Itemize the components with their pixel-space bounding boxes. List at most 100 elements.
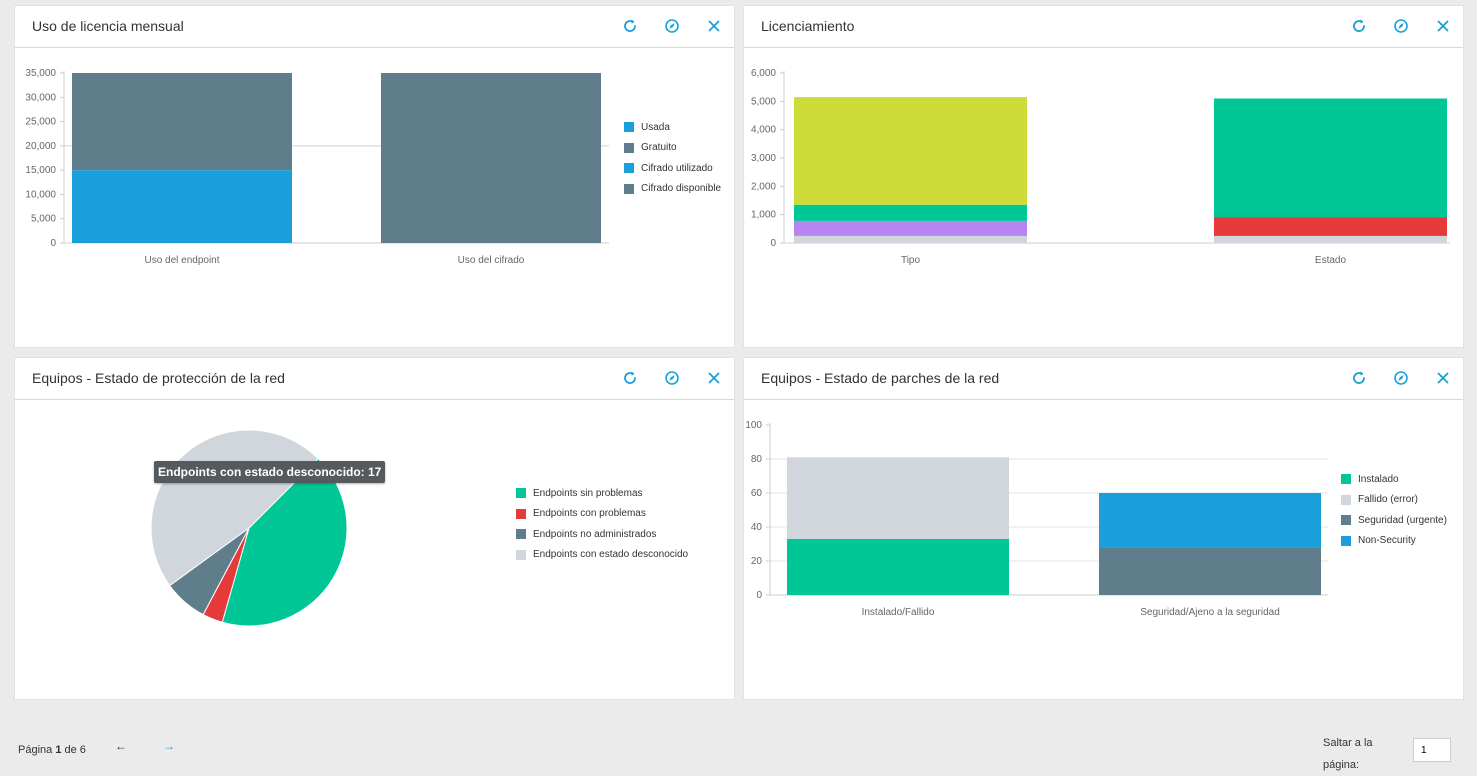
close-icon-glyph [708,20,720,32]
close-icon[interactable] [704,16,724,36]
bar-segment[interactable] [794,220,1027,236]
panel-title: Equipos - Estado de parches de la red [761,370,1000,386]
legend-item[interactable]: Endpoints no administrados [516,524,688,545]
legend-swatch [624,122,634,133]
panel-network-patches: Equipos - Estado de parches de la red 10… [743,357,1464,700]
refresh-icon[interactable] [1349,16,1369,36]
legend-item[interactable]: Endpoints con problemas [516,504,688,525]
chart-monthly-license: 35,000 30,000 25,000 20,000 15,000 10,000 5,00… [25,68,609,266]
x-tick-label: Uso del cifrado [458,255,525,266]
panel-monthly-license-usage: Uso de licencia mensual 35,000 30,000 25,0… [14,5,735,348]
close-icon[interactable] [1433,16,1453,36]
bar-segment[interactable] [1099,493,1321,548]
bar-segment[interactable] [1099,547,1321,595]
legend-item[interactable]: Instalado [1341,469,1447,490]
legend-item[interactable]: Endpoints sin problemas [516,483,688,504]
y-tick-label: 10,000 [25,189,56,200]
y-tick-label: 40 [751,522,763,533]
y-tick-label: 20,000 [25,141,56,152]
refresh-icon-glyph [624,371,636,384]
compass-icon[interactable] [1391,368,1411,388]
next-page-button[interactable]: → [163,739,175,753]
compass-icon-glyph [665,371,679,385]
legend-label: Endpoints no administrados [533,528,657,540]
legend-label: Fallido (error) [1358,494,1419,506]
bar-segment[interactable] [794,204,1027,221]
close-icon[interactable] [1433,368,1453,388]
chart-licensing: 6,000 5,000 4,000 3,000 2,000 1,000 0 Tipo Estad… [751,68,1450,266]
y-tick-label: 35,000 [25,68,56,79]
legend-label: Gratuito [641,142,677,154]
legend-item[interactable]: Usada [624,117,721,138]
bar-segment[interactable] [787,538,1009,595]
panel-title: Licenciamiento [761,18,855,34]
refresh-icon[interactable] [620,368,640,388]
y-tick-label: 25,000 [25,117,56,128]
y-tick-label: 0 [756,590,762,601]
refresh-icon[interactable] [1349,368,1369,388]
legend-label: Endpoints con problemas [533,508,646,520]
refresh-icon[interactable] [620,16,640,36]
legend-item[interactable]: Non-Security [1341,531,1447,552]
page-current: 1 [55,744,62,756]
legend-label: Endpoints con estado desconocido [533,549,689,561]
page-prefix: Página [18,744,56,756]
bar-segment[interactable] [72,170,292,243]
legend-swatch [1341,474,1351,485]
y-tick-label: 80 [751,454,763,465]
legend-swatch [624,183,634,194]
bar-segment[interactable] [1214,235,1447,243]
y-tick-label: 15,000 [25,165,56,176]
page-total: 6 [79,744,86,756]
close-icon-glyph [1437,20,1449,32]
legend-item[interactable]: Seguridad (urgente) [1341,510,1447,531]
legend-label: Seguridad (urgente) [1358,514,1447,526]
pie-slice[interactable] [221,457,348,627]
jump-label-line-2: página: [1323,759,1360,771]
bar-segment[interactable] [1214,98,1447,218]
panel-title: Uso de licencia mensual [32,18,184,34]
bar-segment[interactable] [1214,217,1447,236]
legend-label: Cifrado disponible [641,183,722,195]
legend-label: Cifrado utilizado [641,162,713,174]
panel-licensing: Licenciamiento 6,000 5,000 4,000 3,000 2,000… [743,5,1464,348]
close-icon[interactable] [704,368,724,388]
panel-network-protection: Equipos - Estado de protección de la red… [14,357,735,700]
legend-swatch [516,488,526,499]
jump-to-page-label: Saltar a la página: [1323,732,1373,776]
legend-swatch [1341,515,1351,526]
legend-item[interactable]: Fallido (error) [1341,490,1447,511]
y-tick-label: 0 [50,238,56,249]
legend-label: Usada [641,121,670,133]
x-tick-label: Seguridad/Ajeno a la seguridad [1140,607,1280,618]
jump-label-line-1: Saltar a la [1323,737,1373,749]
compass-icon[interactable] [662,16,682,36]
bar-segment[interactable] [381,73,601,243]
y-tick-label: 100 [745,420,762,431]
compass-icon-glyph [1394,19,1408,33]
bar-segment[interactable] [787,457,1009,539]
legend-item[interactable]: Cifrado utilizado [624,158,721,179]
chart-legend: Endpoints sin problemas Endpoints con pro… [516,483,688,565]
legend-swatch [1341,494,1351,505]
bar-segment[interactable] [794,97,1027,205]
refresh-icon-glyph [624,19,636,32]
panel-header: Licenciamiento [744,6,1463,48]
legend-item[interactable]: Endpoints con estado desconocido [516,545,688,566]
bar-segment[interactable] [794,235,1027,243]
y-tick-label: 5,000 [751,96,776,107]
y-tick-label: 5,000 [31,214,56,225]
chart-legend: Instalado Fallido (error) Seguridad (urgen… [1341,469,1447,551]
compass-icon[interactable] [1391,16,1411,36]
legend-swatch [516,529,526,540]
legend-item[interactable]: Gratuito [624,138,721,159]
bar-segment[interactable] [72,73,292,171]
prev-page-button[interactable]: ← [115,739,127,753]
compass-icon[interactable] [662,368,682,388]
panel-header: Equipos - Estado de protección de la red [15,358,734,400]
jump-to-page-input[interactable] [1413,738,1451,762]
chart-legend: Usada Gratuito Cifrado utilizado Cifrado di… [624,117,721,199]
legend-swatch [1341,535,1351,546]
y-tick-label: 3,000 [751,153,776,164]
legend-item[interactable]: Cifrado disponible [624,179,721,200]
